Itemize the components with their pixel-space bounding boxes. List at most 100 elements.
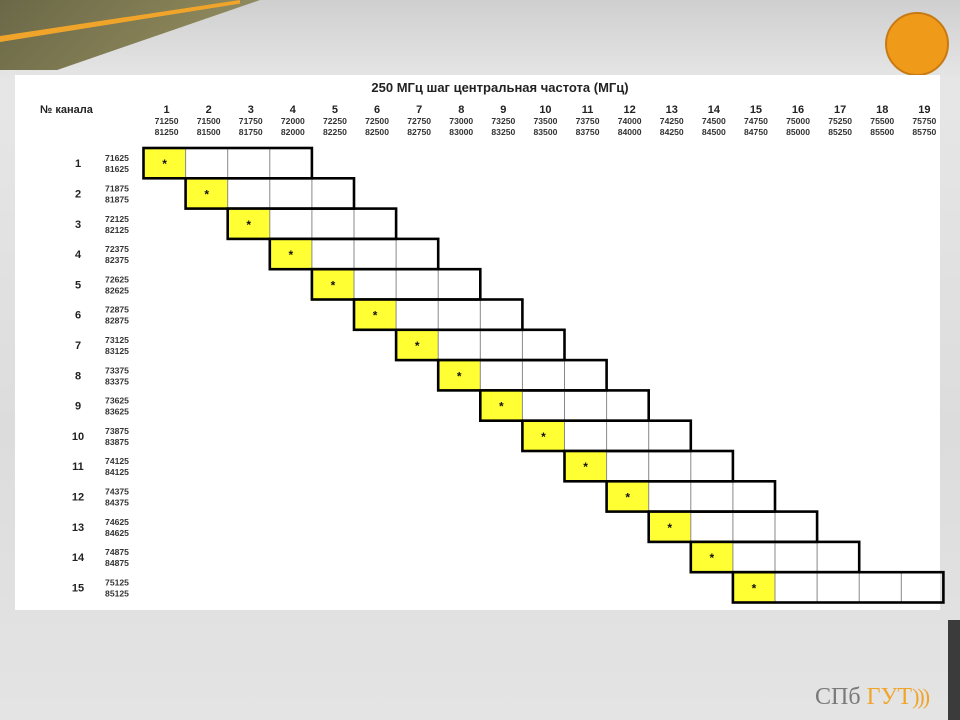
column-freq-low: 74750 — [744, 116, 768, 126]
column-number: 16 — [792, 104, 804, 116]
spbgut-logo: СПб ГУТ))) — [815, 684, 930, 711]
column-freq-low: 71500 — [197, 116, 221, 126]
column-freq-low: 73750 — [576, 116, 600, 126]
column-freq-high: 85750 — [912, 127, 936, 137]
column-number: 2 — [206, 104, 212, 116]
row-freq-low: 72375 — [105, 244, 129, 254]
column-freq-low: 72000 — [281, 116, 305, 126]
column-freq-high: 85500 — [870, 127, 894, 137]
row-number: 8 — [75, 370, 81, 382]
column-number: 7 — [416, 104, 422, 116]
column-freq-low: 75250 — [828, 116, 852, 126]
row-freq-high: 85125 — [105, 588, 129, 598]
column-freq-low: 73250 — [491, 116, 515, 126]
row-freq-high: 83375 — [105, 376, 129, 386]
column-freq-low: 73500 — [533, 116, 557, 126]
row-number: 14 — [72, 552, 85, 564]
column-number: 19 — [918, 104, 930, 116]
row-freq-low: 73375 — [105, 365, 129, 375]
logo-spb-text: СПб — [815, 684, 861, 710]
row-number: 5 — [75, 279, 81, 291]
center-marker: * — [710, 551, 715, 565]
row-freq-low: 73875 — [105, 426, 129, 436]
column-freq-low: 74000 — [618, 116, 642, 126]
center-marker: * — [373, 309, 378, 323]
column-number: 9 — [500, 104, 506, 116]
row-number: 9 — [75, 401, 81, 413]
highlight-cell — [564, 451, 607, 482]
row-freq-low: 71875 — [105, 183, 129, 193]
column-freq-high: 83250 — [491, 127, 515, 137]
channel-cells: * * * * * * * * * * * * * * * — [142, 146, 945, 604]
diagram-title: 250 МГц шаг центральная частота (МГц) — [371, 80, 628, 95]
column-freq-low: 72750 — [407, 116, 431, 126]
row-number: 15 — [72, 582, 84, 594]
highlight-cell — [648, 511, 691, 542]
row-freq-high: 82625 — [105, 285, 129, 295]
column-number: 17 — [834, 104, 846, 116]
row-freq-low: 74375 — [105, 486, 129, 496]
highlight-cell — [396, 329, 439, 361]
highlight-cell — [269, 238, 312, 270]
row-freq-high: 84375 — [105, 497, 129, 507]
column-freq-high: 81500 — [197, 127, 221, 137]
column-freq-high: 84500 — [702, 127, 726, 137]
column-number: 14 — [708, 104, 721, 116]
column-freq-low: 71250 — [155, 116, 179, 126]
column-number: 1 — [163, 104, 169, 116]
column-freq-low: 74250 — [660, 116, 684, 126]
row-number: 2 — [75, 188, 81, 200]
column-freq-high: 85250 — [828, 127, 852, 137]
column-number: 5 — [332, 104, 338, 116]
row-number: 6 — [75, 310, 81, 322]
row-freq-low: 74625 — [105, 517, 129, 527]
row-freq-high: 84875 — [105, 558, 129, 568]
row-freq-low: 72625 — [105, 274, 129, 284]
center-marker: * — [246, 218, 251, 232]
row-number: 10 — [72, 431, 84, 443]
channel-band-box — [731, 570, 945, 604]
column-freq-low: 72250 — [323, 116, 347, 126]
logo-gut-text: ГУТ — [866, 684, 913, 710]
row-freq-high: 83875 — [105, 437, 129, 447]
center-marker: * — [499, 400, 504, 414]
center-marker: * — [415, 339, 420, 353]
column-number: 11 — [582, 104, 594, 116]
row-freq-low: 73125 — [105, 335, 129, 345]
row-number: 11 — [72, 461, 84, 473]
column-number: 10 — [539, 104, 551, 116]
row-freq-high: 83625 — [105, 407, 129, 417]
highlight-cell — [480, 390, 523, 421]
channel-number-header: № канала — [40, 104, 94, 116]
row-freq-low: 75125 — [105, 577, 129, 587]
column-freq-high: 81250 — [155, 127, 179, 137]
highlight-cell — [690, 541, 733, 573]
row-freq-low: 74125 — [105, 456, 129, 466]
row-freq-high: 83125 — [105, 346, 129, 356]
column-freq-high: 84250 — [660, 127, 684, 137]
column-freq-high: 84000 — [618, 127, 642, 137]
highlight-cell — [606, 481, 649, 512]
column-freq-high: 84750 — [744, 127, 768, 137]
row-freq-high: 81625 — [105, 164, 129, 174]
center-marker: * — [541, 430, 546, 444]
row-freq-high: 82875 — [105, 316, 129, 326]
column-number: 3 — [248, 104, 254, 116]
highlight-cell — [227, 208, 270, 239]
row-number: 4 — [75, 249, 82, 261]
row-number: 7 — [75, 340, 81, 352]
column-freq-high: 82500 — [365, 127, 389, 137]
row-freq-low: 74875 — [105, 547, 129, 557]
row-number: 1 — [75, 158, 81, 170]
column-number: 12 — [624, 104, 636, 116]
column-freq-low: 75750 — [912, 116, 936, 126]
center-marker: * — [752, 581, 757, 595]
column-freq-high: 82000 — [281, 127, 305, 137]
column-freq-low: 75000 — [786, 116, 810, 126]
column-number: 13 — [666, 104, 678, 116]
center-marker: * — [204, 187, 209, 201]
center-marker: * — [583, 460, 588, 474]
column-headers: 1712508125027150081500371750817504720008… — [155, 104, 937, 137]
highlight-cell — [438, 360, 481, 391]
